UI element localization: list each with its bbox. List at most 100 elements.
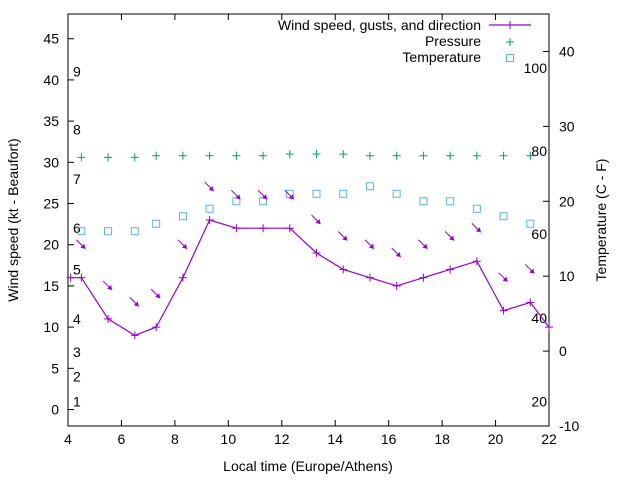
y-left-tick-label: 30 <box>43 154 59 170</box>
temperature-point <box>130 227 139 236</box>
wind-direction-arrow <box>150 288 161 299</box>
wind-speed-point <box>312 248 321 257</box>
x-tick-label: 14 <box>327 431 343 447</box>
wind-speed-point <box>104 314 113 323</box>
wind-direction-head <box>502 276 508 282</box>
pressure-point <box>232 151 241 160</box>
pressure-point <box>499 151 508 160</box>
wind-direction-head <box>80 243 86 249</box>
y-left-tick-label: 5 <box>51 360 59 376</box>
wind-direction-head <box>395 251 401 257</box>
series <box>66 150 553 340</box>
temperature-point <box>365 182 374 191</box>
wind-speed-point <box>152 323 161 332</box>
fahrenheit-label: 40 <box>531 310 547 326</box>
wind-direction-head <box>529 268 535 274</box>
wind-speed-point <box>446 265 455 274</box>
wind-direction-head <box>133 301 139 307</box>
tick-labels: 4 6 8 10 12 14 16 18 20 22051015202530354045-1001… <box>43 31 579 447</box>
temperature-point <box>312 189 321 198</box>
wind-speed-point <box>339 265 348 274</box>
wind-direction-head <box>475 227 481 233</box>
pressure-point <box>130 153 139 162</box>
y-left-tick-label: 0 <box>51 402 59 418</box>
wind-speed-point <box>77 273 86 282</box>
wind-direction-head <box>262 194 268 200</box>
pressure-point <box>472 151 481 160</box>
pressure-point <box>339 150 348 159</box>
wind-speed-point <box>285 224 294 233</box>
pressure-point <box>446 151 455 160</box>
y-right-tick-label: 0 <box>559 343 567 359</box>
beaufort-label: 3 <box>73 344 81 360</box>
wind-direction-arrow <box>337 231 348 241</box>
temperature-point <box>104 227 113 236</box>
y-left-tick-label: 15 <box>43 278 59 294</box>
legend-wind-marker <box>506 21 514 29</box>
wind-direction-head <box>342 235 348 241</box>
wind-direction-head <box>155 293 161 299</box>
pressure-point <box>205 151 214 160</box>
pressure-point <box>526 151 535 160</box>
temperature-point <box>392 189 401 198</box>
y-right-tick-label: 10 <box>559 268 575 284</box>
wind-speed-point <box>419 273 428 282</box>
temperature-point <box>472 204 481 213</box>
x-tick-label: 20 <box>488 431 504 447</box>
beaufort-label: 5 <box>73 261 81 277</box>
beaufort-label: 1 <box>73 393 81 409</box>
temperature-point <box>499 212 508 221</box>
beaufort-scale: 1 2 3 4 5 6 7 8 9 <box>73 64 81 410</box>
legend-sample-pressure <box>506 38 514 46</box>
wind-speed-point <box>526 298 535 307</box>
wind-direction-arrow <box>524 264 535 274</box>
wind-direction-arrow <box>284 189 295 200</box>
pressure-point <box>365 151 374 160</box>
wind-direction-arrow <box>444 231 455 241</box>
fahrenheit-scale: 20 40 60 80 100 <box>524 60 548 409</box>
temperature-point <box>205 204 214 213</box>
wind-direction-arrow <box>204 181 214 192</box>
wind-speed-point <box>499 306 508 315</box>
beaufort-label: 7 <box>73 171 81 187</box>
wind-direction-head <box>288 194 294 200</box>
legend-sample-temperature <box>506 54 514 62</box>
pressure-point <box>312 150 321 159</box>
wind-direction-head <box>181 243 187 249</box>
wind-direction-head <box>422 243 428 249</box>
wind-direction-head <box>235 194 241 200</box>
wind-direction-arrow <box>102 280 113 291</box>
wind-speed-point <box>66 273 75 282</box>
wind-speed-point <box>392 281 401 290</box>
wind-speed-point <box>232 224 241 233</box>
temperature-point <box>178 212 187 221</box>
temperature-point <box>526 219 535 228</box>
wind-speed-point <box>178 273 187 282</box>
wind-direction-head <box>315 219 321 224</box>
fahrenheit-label: 60 <box>531 226 547 242</box>
wind-direction-arrow <box>129 297 140 307</box>
axis-ticks <box>67 14 550 427</box>
pressure-point <box>77 153 86 162</box>
beaufort-label: 9 <box>73 64 81 80</box>
beaufort-label: 2 <box>73 369 81 385</box>
x-tick-label: 8 <box>171 431 179 447</box>
y-axis-title-left: Wind speed (kt - Beaufort) <box>5 138 21 301</box>
y-left-tick-label: 35 <box>43 113 59 129</box>
wind-speed-point <box>259 224 268 233</box>
pressure-point <box>104 153 113 162</box>
wind-direction-head <box>208 186 214 192</box>
legend: Wind speed, gusts, and direction Pressur… <box>278 17 531 65</box>
x-tick-label: 10 <box>221 431 237 447</box>
legend-label-wind: Wind speed, gusts, and direction <box>278 17 481 33</box>
pressure-point <box>152 151 161 160</box>
wind-direction-arrow <box>311 214 321 225</box>
x-tick-label: 18 <box>434 431 450 447</box>
legend-sample-wind <box>489 21 531 29</box>
wind-direction-arrow <box>230 189 241 200</box>
legend-label-temperature: Temperature <box>402 49 481 65</box>
x-tick-label: 6 <box>118 431 126 447</box>
wind-direction-arrow <box>471 222 482 233</box>
y-left-tick-label: 10 <box>43 319 59 335</box>
